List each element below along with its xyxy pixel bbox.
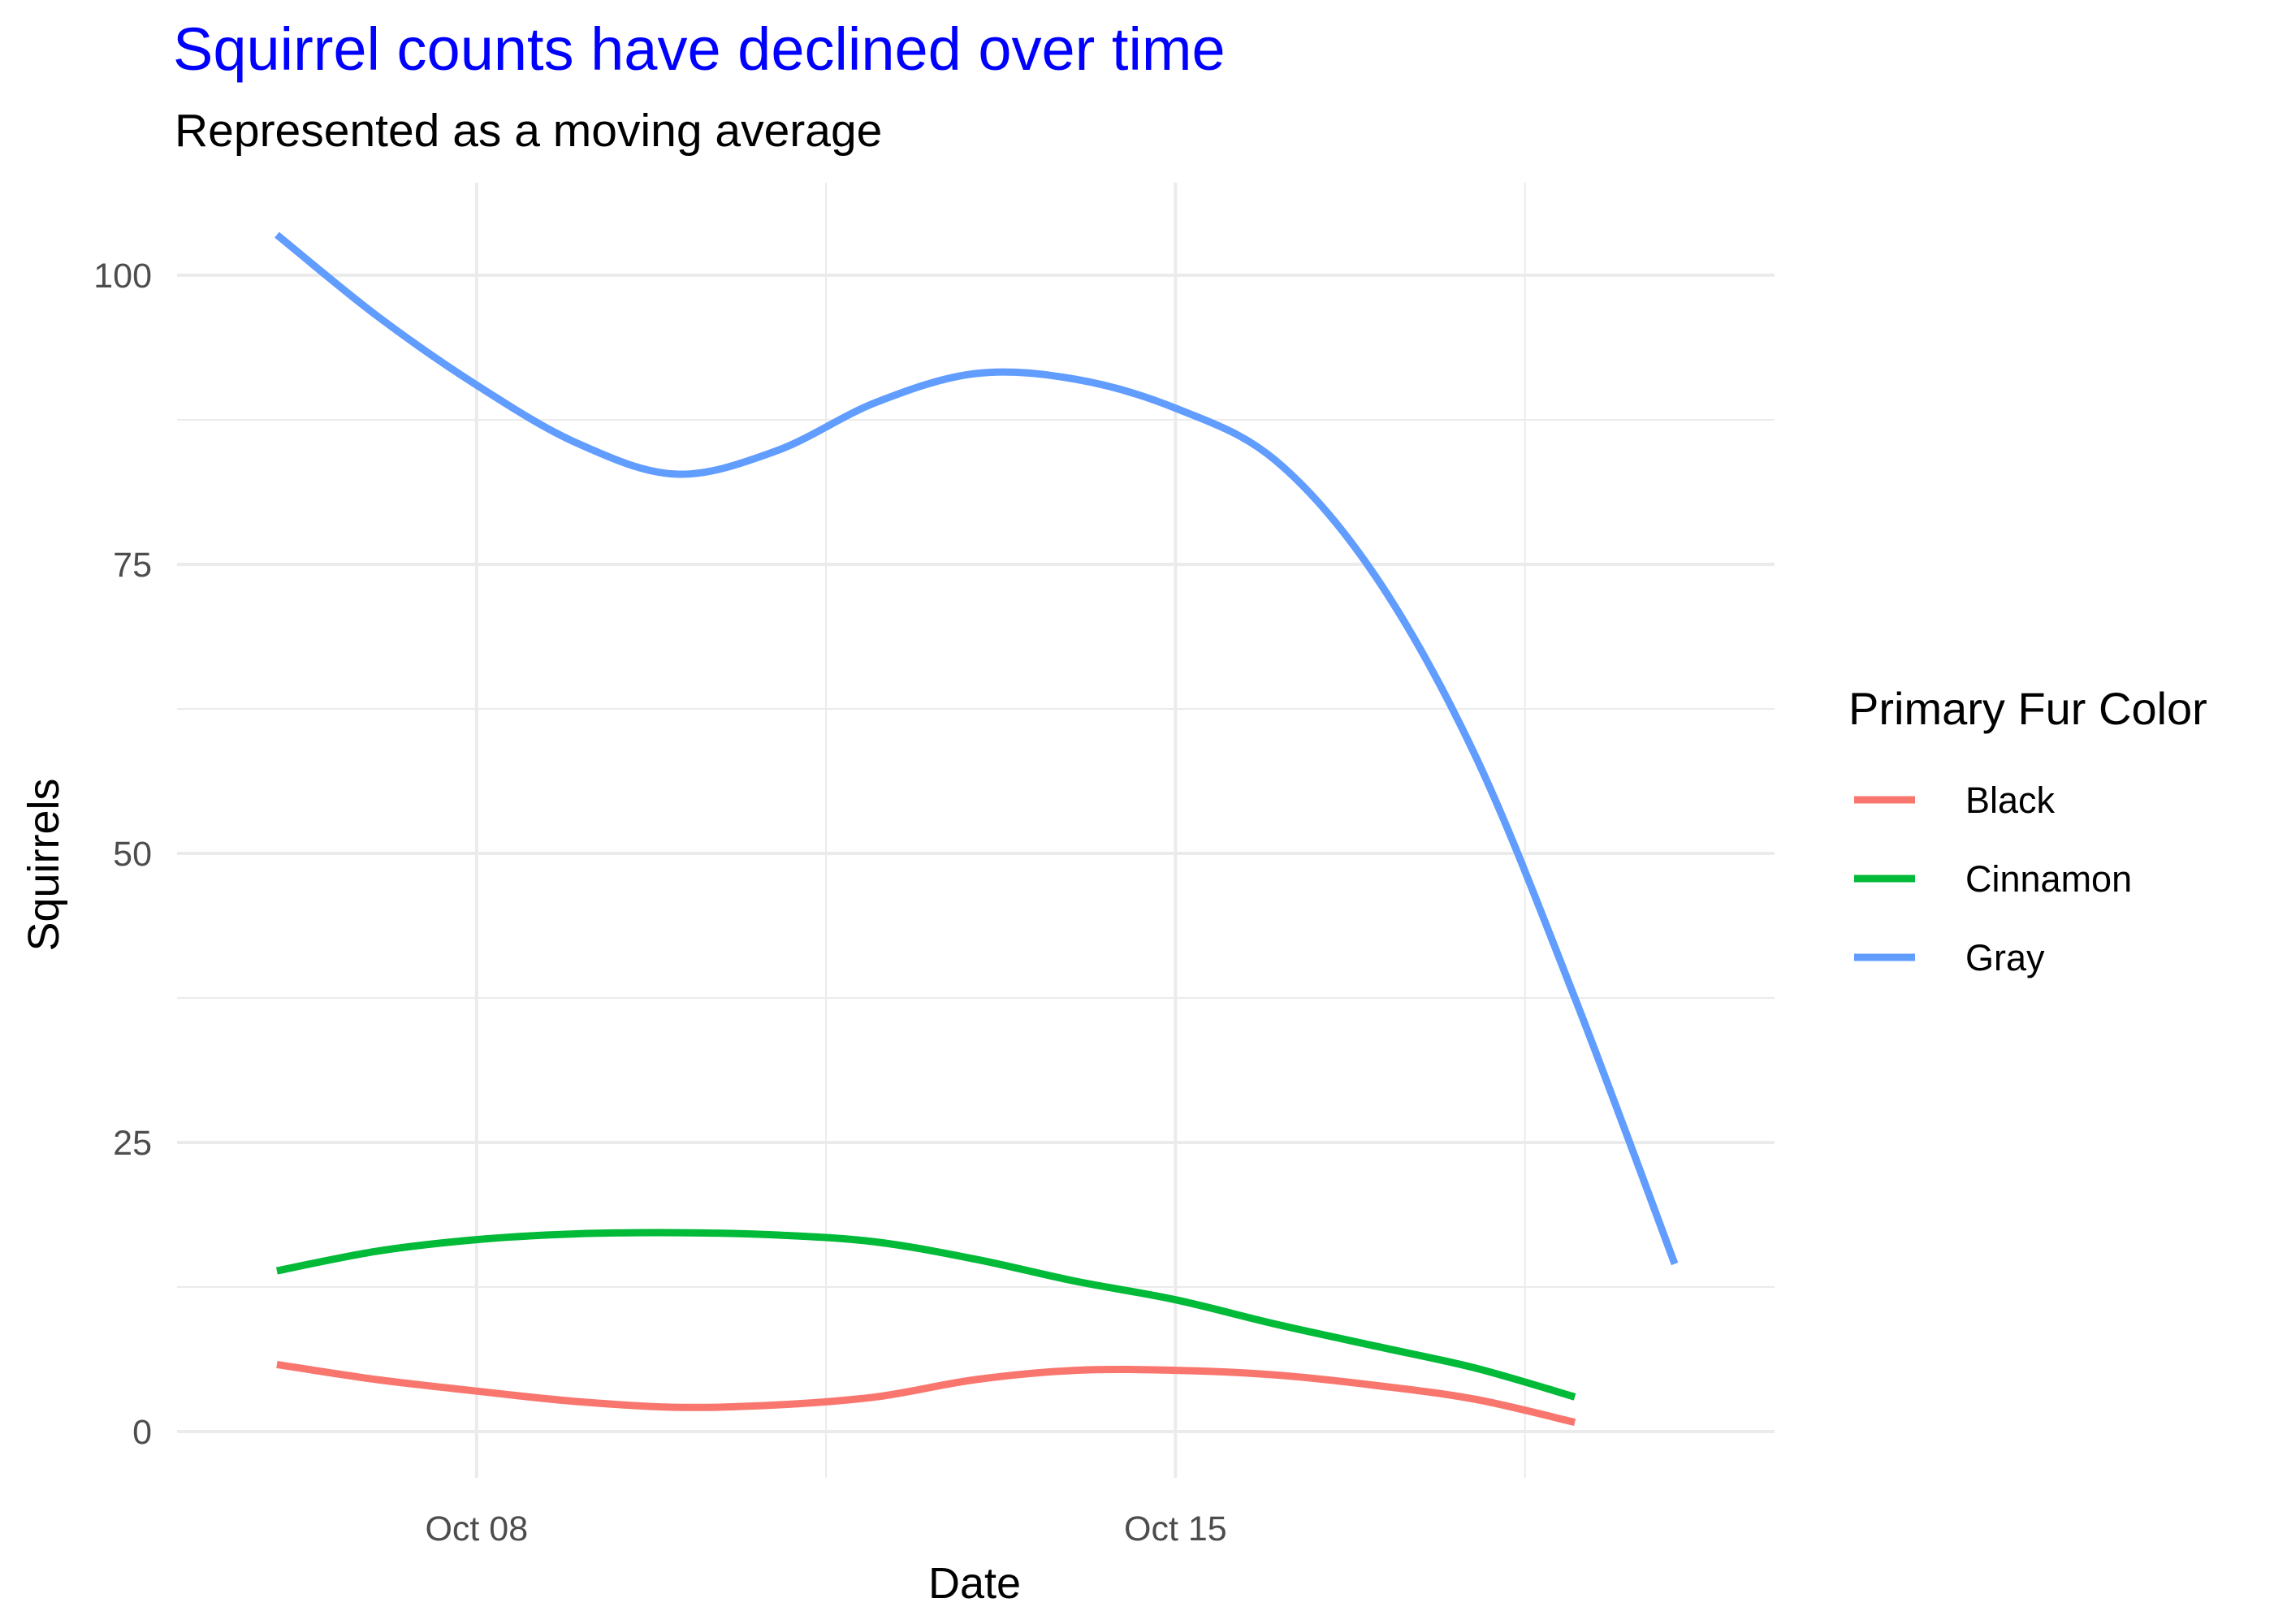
legend-label-black: Black — [1965, 780, 2056, 821]
legend-items: Black Cinnamon Gray — [1854, 780, 2132, 978]
y-tick-label: 50 — [113, 835, 152, 874]
y-axis-title: Squirrels — [19, 778, 68, 951]
x-axis-title: Date — [928, 1559, 1021, 1608]
y-tick-label: 25 — [113, 1124, 152, 1163]
series-layer — [275, 231, 1679, 1426]
x-tick-label: Oct 15 — [1124, 1510, 1227, 1548]
y-tick-label: 0 — [132, 1413, 152, 1452]
legend-label-gray: Gray — [1965, 937, 2045, 978]
legend: Primary Fur Color Black Cinnamon Gray — [1848, 683, 2207, 978]
grid-minor — [177, 183, 1775, 1478]
series-line-black — [276, 1360, 1576, 1426]
series-line-gray — [275, 231, 1679, 1266]
legend-label-cinnamon: Cinnamon — [1965, 858, 2132, 900]
x-tick-label: Oct 08 — [425, 1510, 528, 1548]
x-tick-labels: Oct 08 Oct 15 — [425, 1510, 1226, 1548]
legend-title: Primary Fur Color — [1848, 683, 2207, 734]
chart-title: Squirrel counts have declined over time — [173, 15, 1226, 83]
grid-major — [177, 183, 1775, 1478]
y-tick-label: 100 — [93, 257, 152, 296]
y-tick-labels: 0 25 50 75 100 — [93, 257, 152, 1452]
y-tick-label: 75 — [113, 546, 152, 585]
chart-subtitle: Represented as a moving average — [175, 105, 883, 157]
series-line-cinnamon — [276, 1229, 1576, 1401]
